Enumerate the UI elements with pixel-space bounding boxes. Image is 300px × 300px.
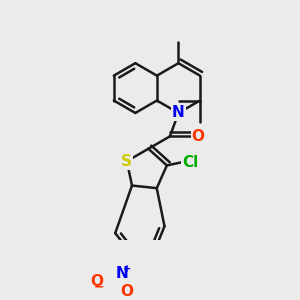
Text: O: O — [192, 129, 205, 144]
Text: +: + — [123, 264, 131, 274]
Text: S: S — [121, 154, 132, 169]
Text: N: N — [116, 266, 128, 281]
Text: O: O — [120, 284, 133, 298]
Text: N: N — [172, 106, 185, 121]
Text: Cl: Cl — [182, 155, 199, 170]
Text: −: − — [94, 280, 104, 293]
Text: O: O — [90, 274, 103, 289]
